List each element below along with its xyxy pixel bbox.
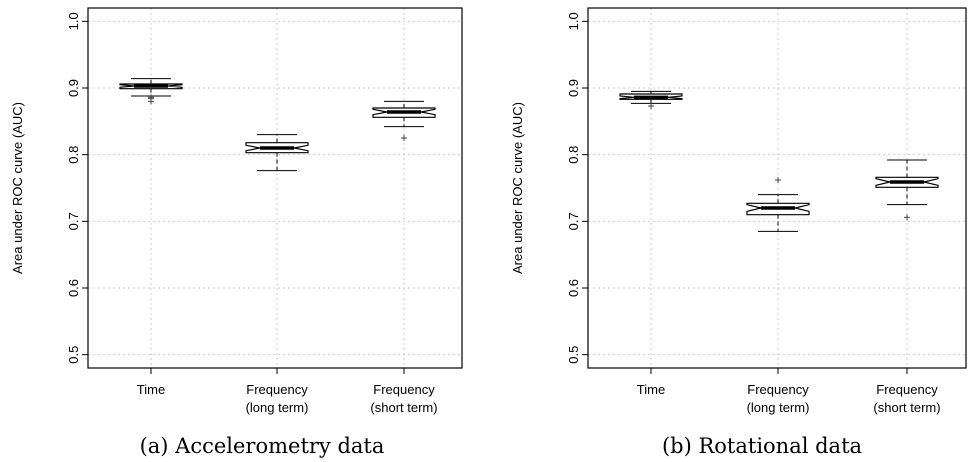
x-tick-label: Time (637, 382, 665, 397)
y-tick-label: 0.9 (66, 79, 81, 97)
plot-frame (87, 7, 463, 369)
y-tick-label: 0.7 (566, 212, 581, 230)
y-tick-label: 0.7 (66, 212, 81, 230)
y-tick-label: 0.9 (566, 79, 581, 97)
box-0 (619, 90, 683, 109)
y-tick-label: 0.6 (566, 279, 581, 297)
y-tick-label: 0.5 (66, 346, 81, 364)
box-1 (245, 134, 309, 172)
y-tick-label: 0.8 (66, 146, 81, 164)
panel-rotational: (b) Rotational data 0.5 0.6 0.7 0.8 0.9 1.0 Ar… (510, 7, 967, 458)
y-tick-label: 1.0 (66, 12, 81, 30)
y-tick-label: 0.5 (566, 346, 581, 364)
box-2 (372, 100, 436, 141)
panel-caption: (a) Accelerometry data (140, 434, 385, 458)
outlier-point (648, 103, 654, 109)
panel-caption: (b) Rotational data (662, 434, 862, 458)
outlier-point (148, 94, 154, 101)
panel-accelerometry: (a) Accelerometry data 0.5 0.6 0.7 0.8 0.9 1.… (10, 7, 463, 458)
y-axis-title: Area under ROC curve (AUC) (10, 102, 25, 274)
outlier-point (775, 177, 781, 183)
y-tick-label: 0.8 (566, 146, 581, 164)
y-tick-label: 1.0 (566, 12, 581, 30)
x-tick-label: Time (137, 382, 165, 397)
y-tick-label: 0.6 (66, 279, 81, 297)
outlier-point (904, 214, 910, 221)
x-tick-label-line2: (short term) (873, 400, 940, 415)
box-2 (875, 159, 939, 221)
y-axis-title: Area under ROC curve (AUC) (510, 102, 525, 274)
plot-frame (587, 7, 967, 369)
outlier-point (401, 135, 407, 141)
x-tick-label-line2: (short term) (370, 400, 437, 415)
x-tick-label-line2: (long term) (747, 400, 810, 415)
x-tick-label-line2: (long term) (246, 400, 309, 415)
x-tick-label: Frequency (373, 382, 435, 397)
box-1 (746, 177, 810, 232)
box-0 (119, 78, 183, 105)
x-tick-label: Frequency (876, 382, 938, 397)
x-tick-label: Frequency (246, 382, 308, 397)
x-tick-label: Frequency (747, 382, 809, 397)
